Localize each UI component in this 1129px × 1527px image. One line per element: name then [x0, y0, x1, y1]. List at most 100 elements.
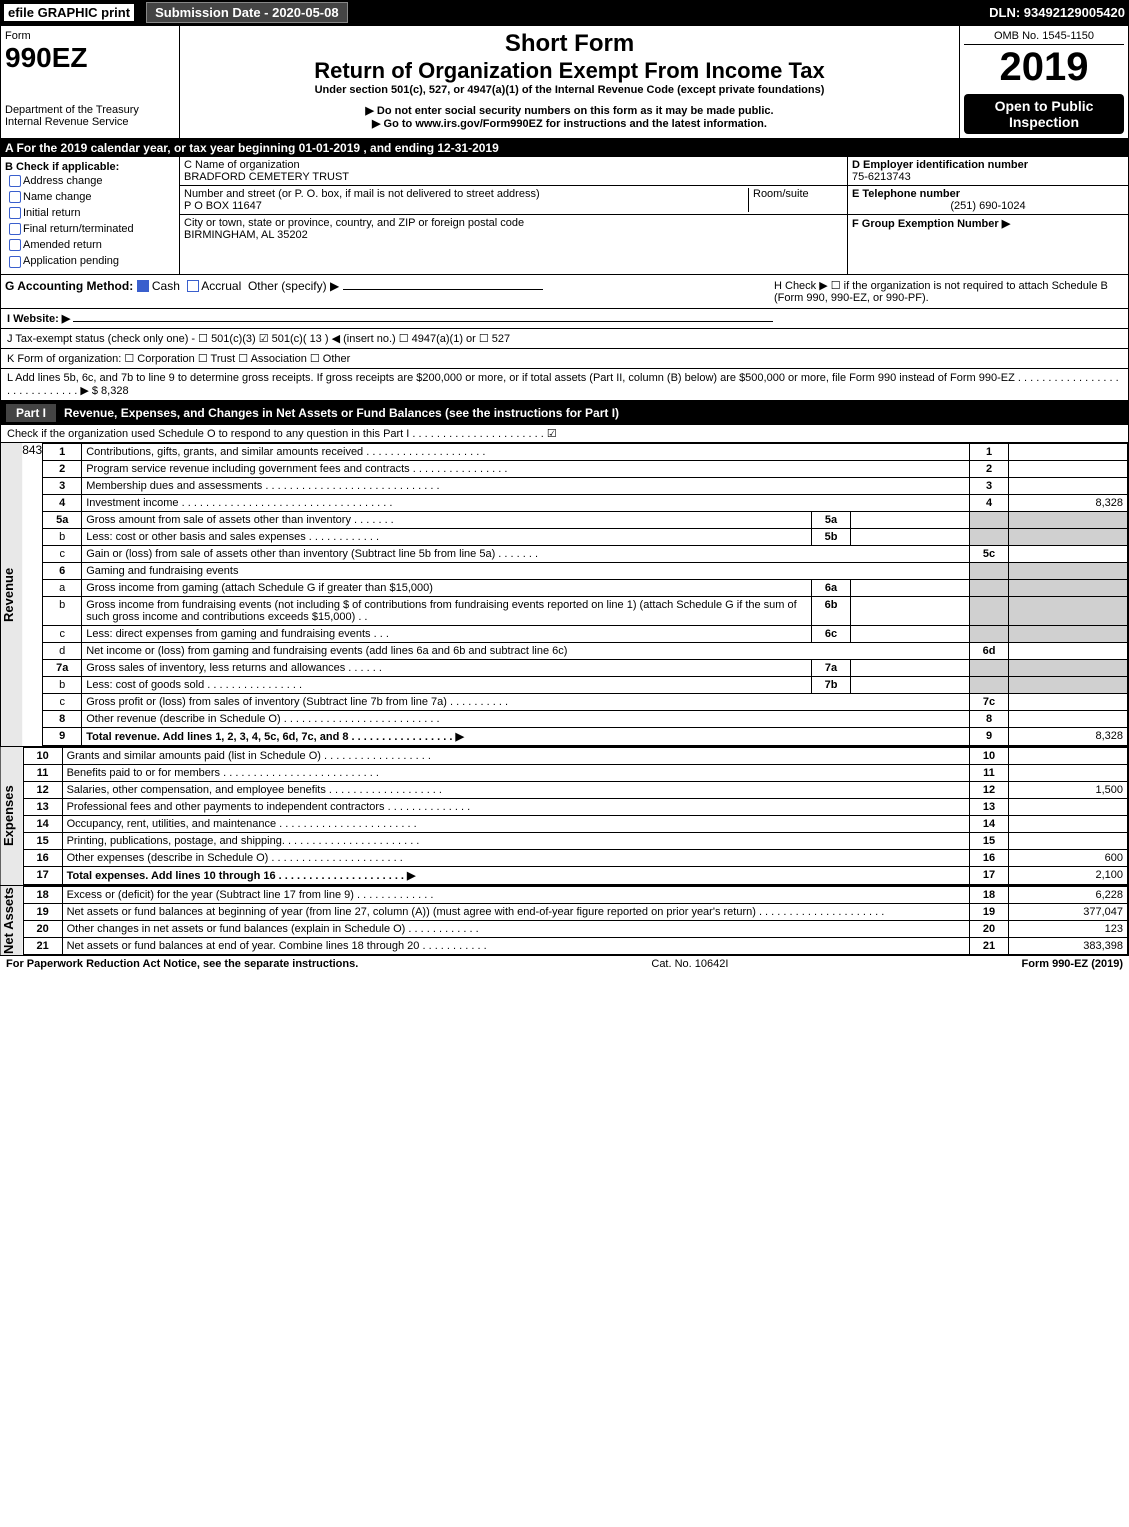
revenue-side-label: Revenue — [1, 443, 22, 746]
line-15: 15Printing, publications, postage, and s… — [23, 832, 1127, 849]
form-number: 990EZ — [5, 42, 175, 74]
instructions-link[interactable]: ▶ Go to www.irs.gov/Form990EZ for instru… — [184, 117, 955, 130]
open-public-badge: Open to Public Inspection — [964, 94, 1124, 134]
org-name-row: C Name of organization BRADFORD CEMETERY… — [180, 157, 847, 186]
line-6d: dNet income or (loss) from gaming and fu… — [43, 642, 1128, 659]
form-word: Form — [5, 30, 175, 42]
check-amended-return[interactable]: Amended return — [5, 237, 175, 253]
expenses-table: 10Grants and similar amounts paid (list … — [23, 747, 1128, 885]
return-title: Return of Organization Exempt From Incom… — [184, 58, 955, 84]
part1-check-o: Check if the organization used Schedule … — [0, 425, 1129, 443]
check-final-return[interactable]: Final return/terminated — [5, 221, 175, 237]
line-20: 20Other changes in net assets or fund ba… — [23, 920, 1127, 937]
line-1: 1Contributions, gifts, grants, and simil… — [43, 443, 1128, 460]
line-5a: 5aGross amount from sale of assets other… — [43, 511, 1128, 528]
section-f: F Group Exemption Number ▶ — [848, 215, 1128, 232]
under-section-text: Under section 501(c), 527, or 4947(a)(1)… — [184, 84, 955, 96]
line-7a: 7aGross sales of inventory, less returns… — [43, 659, 1128, 676]
phone-label: E Telephone number — [852, 188, 1124, 200]
line-10: 10Grants and similar amounts paid (list … — [23, 747, 1127, 764]
revenue-table: 1Contributions, gifts, grants, and simil… — [42, 443, 1128, 746]
submission-date-badge: Submission Date - 2020-05-08 — [146, 2, 348, 23]
efile-print-label[interactable]: efile GRAPHIC print — [4, 4, 134, 21]
header-center: Short Form Return of Organization Exempt… — [180, 26, 960, 138]
other-specify-input[interactable] — [343, 289, 543, 290]
line-5b: bLess: cost or other basis and sales exp… — [43, 528, 1128, 545]
line-17: 17Total expenses. Add lines 10 through 1… — [23, 866, 1127, 884]
section-g: G Accounting Method: Cash Accrual Other … — [5, 279, 774, 304]
section-def: D Employer identification number 75-6213… — [848, 157, 1128, 274]
entity-grid: B Check if applicable: Address change Na… — [1, 157, 1128, 274]
line-12: 12Salaries, other compensation, and empl… — [23, 781, 1127, 798]
other-specify-label: Other (specify) ▶ — [248, 279, 339, 293]
row-gh: G Accounting Method: Cash Accrual Other … — [1, 274, 1128, 308]
street-value: P O BOX 11647 — [184, 200, 748, 212]
group-exemption-label: F Group Exemption Number ▶ — [852, 218, 1010, 230]
line-19: 19Net assets or fund balances at beginni… — [23, 903, 1127, 920]
top-bar: efile GRAPHIC print Submission Date - 20… — [0, 0, 1129, 25]
line-6a: aGross income from gaming (attach Schedu… — [43, 579, 1128, 596]
section-d: D Employer identification number 75-6213… — [848, 157, 1128, 186]
check-application-pending[interactable]: Application pending — [5, 253, 175, 269]
line-13: 13Professional fees and other payments t… — [23, 798, 1127, 815]
accounting-method-label: G Accounting Method: — [5, 279, 133, 293]
omb-number: OMB No. 1545-1150 — [964, 30, 1124, 45]
line-9: 9Total revenue. Add lines 1, 2, 3, 4, 5c… — [43, 727, 1128, 745]
form-footer-label: Form 990-EZ (2019) — [1022, 958, 1123, 970]
part1-label: Part I — [6, 404, 56, 422]
info-block: A For the 2019 calendar year, or tax yea… — [0, 139, 1129, 401]
org-name-value: BRADFORD CEMETERY TRUST — [184, 171, 843, 183]
cash-label: Cash — [152, 279, 180, 293]
section-b-label: B Check if applicable: — [5, 161, 175, 173]
section-c: C Name of organization BRADFORD CEMETERY… — [180, 157, 848, 274]
expenses-side-label: Expenses — [1, 747, 23, 885]
check-address-change[interactable]: Address change — [5, 173, 175, 189]
street-row: Number and street (or P. O. box, if mail… — [180, 186, 847, 215]
ein-value: 75-6213743 — [852, 171, 1124, 183]
section-k: K Form of organization: ☐ Corporation ☐ … — [1, 348, 1128, 368]
paperwork-notice: For Paperwork Reduction Act Notice, see … — [6, 958, 358, 970]
accrual-label: Accrual — [201, 279, 241, 293]
line-4: 4Investment income . . . . . . . . . . .… — [43, 494, 1128, 511]
section-b: B Check if applicable: Address change Na… — [1, 157, 180, 274]
section-e: E Telephone number (251) 690-1024 — [848, 186, 1128, 215]
footer-row: For Paperwork Reduction Act Notice, see … — [0, 956, 1129, 972]
check-initial-return[interactable]: Initial return — [5, 205, 175, 221]
header-right: OMB No. 1545-1150 2019 Open to Public In… — [960, 26, 1128, 138]
revenue-section: Revenue 843 1Contributions, gifts, grant… — [0, 443, 1129, 747]
room-suite-label: Room/suite — [748, 188, 843, 212]
phone-value: (251) 690-1024 — [852, 200, 1124, 212]
cat-number: Cat. No. 10642I — [651, 958, 728, 970]
form-header: Form 990EZ Department of the Treasury In… — [0, 25, 1129, 139]
irs-label: Internal Revenue Service — [5, 116, 175, 128]
line-7b: bLess: cost of goods sold . . . . . . . … — [43, 676, 1128, 693]
tax-year: 2019 — [964, 45, 1124, 90]
line-5c: cGain or (loss) from sale of assets othe… — [43, 545, 1128, 562]
line-6c: cLess: direct expenses from gaming and f… — [43, 625, 1128, 642]
line-16: 16Other expenses (describe in Schedule O… — [23, 849, 1127, 866]
short-form-title: Short Form — [184, 30, 955, 58]
section-l: L Add lines 5b, 6c, and 7b to line 9 to … — [1, 368, 1128, 400]
line-6b: bGross income from fundraising events (n… — [43, 596, 1128, 625]
org-name-label: C Name of organization — [184, 159, 843, 171]
line-6: 6Gaming and fundraising events — [43, 562, 1128, 579]
dept-treasury: Department of the Treasury — [5, 104, 175, 116]
line-8: 8Other revenue (describe in Schedule O) … — [43, 710, 1128, 727]
website-input[interactable] — [73, 321, 773, 322]
net-assets-section: Net Assets 18Excess or (deficit) for the… — [0, 886, 1129, 956]
ssn-warning: ▶ Do not enter social security numbers o… — [184, 104, 955, 117]
check-name-change[interactable]: Name change — [5, 189, 175, 205]
city-row: City or town, state or province, country… — [180, 215, 847, 243]
dln-label: DLN: 93492129005420 — [989, 5, 1125, 20]
cash-checkbox[interactable] — [137, 280, 149, 292]
netassets-table: 18Excess or (deficit) for the year (Subt… — [23, 886, 1128, 955]
accrual-checkbox[interactable] — [187, 280, 199, 292]
website-label: I Website: ▶ — [7, 313, 70, 325]
city-value: BIRMINGHAM, AL 35202 — [184, 229, 843, 241]
line-18: 18Excess or (deficit) for the year (Subt… — [23, 886, 1127, 903]
city-label: City or town, state or province, country… — [184, 217, 843, 229]
part1-title: Revenue, Expenses, and Changes in Net As… — [64, 406, 619, 420]
netassets-side-label: Net Assets — [1, 886, 23, 955]
line-7c: cGross profit or (loss) from sales of in… — [43, 693, 1128, 710]
ein-label: D Employer identification number — [852, 159, 1124, 171]
